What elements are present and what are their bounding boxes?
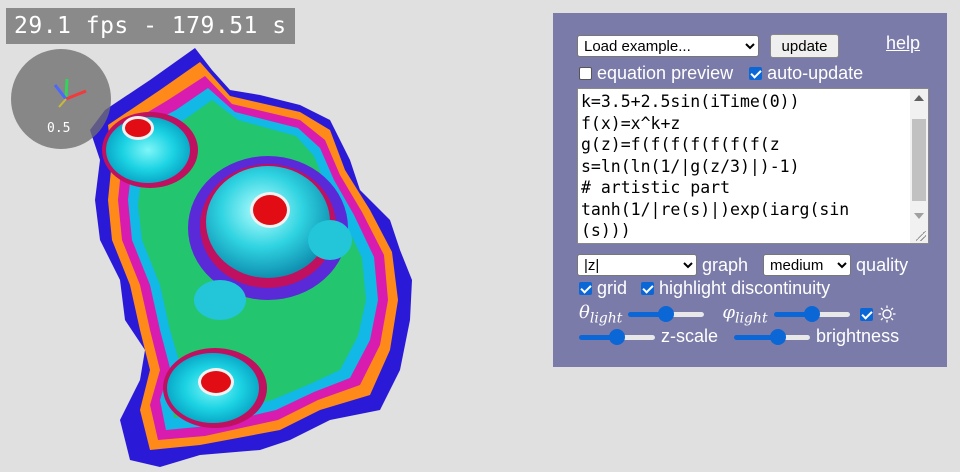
brightness-label: brightness bbox=[816, 326, 900, 346]
highlight-discontinuity-checkbox[interactable] bbox=[641, 282, 655, 295]
axes-scale-label: 0.5 bbox=[47, 121, 71, 136]
z-scale-slider[interactable] bbox=[579, 328, 655, 345]
equation-line[interactable]: # artistic part bbox=[581, 178, 731, 197]
sun-icon bbox=[878, 305, 896, 323]
sun-toggle-checkbox[interactable] bbox=[859, 307, 873, 321]
theta-light-slider[interactable] bbox=[628, 306, 705, 323]
scroll-down-icon[interactable] bbox=[914, 213, 924, 219]
fps-counter: 29.1 fps - 179.51 s bbox=[6, 8, 295, 44]
grid-label: grid bbox=[597, 278, 628, 298]
editor-scrollbar[interactable] bbox=[910, 89, 928, 243]
grid-checkbox[interactable] bbox=[579, 282, 592, 295]
update-button[interactable]: update bbox=[770, 34, 839, 58]
auto-update-checkbox[interactable] bbox=[749, 67, 763, 80]
equation-preview-checkbox[interactable] bbox=[579, 67, 592, 80]
equation-line[interactable]: (s))) bbox=[581, 221, 631, 240]
theta-light-label: θlight bbox=[579, 302, 623, 327]
phi-light-slider[interactable] bbox=[773, 306, 850, 323]
surface-plateaus bbox=[102, 112, 352, 428]
equation-preview-label: equation preview bbox=[597, 63, 734, 83]
help-link[interactable]: help bbox=[886, 33, 921, 53]
example-select[interactable]: Load example... bbox=[577, 35, 759, 57]
equation-editor[interactable]: k=3.5+2.5sin(iTime(0)) f(x)=x^k+z g(z)=f(f… bbox=[577, 88, 929, 244]
phi-light-label: φlight bbox=[722, 302, 768, 327]
quality-select[interactable]: medium bbox=[763, 254, 852, 276]
auto-update-label: auto-update bbox=[767, 63, 864, 83]
z-scale-label: z-scale bbox=[661, 326, 719, 346]
brightness-slider[interactable] bbox=[734, 328, 811, 345]
axes-icon bbox=[53, 78, 87, 108]
control-panel: Load example... update help equation pre… bbox=[553, 13, 947, 367]
equation-line[interactable]: g(z)=f(f(f(f(f(f(f(z bbox=[581, 135, 780, 154]
equation-line[interactable]: k=3.5+2.5sin(iTime(0)) bbox=[581, 92, 800, 111]
axes-gizmo[interactable]: 0.5 bbox=[11, 49, 111, 149]
equation-text[interactable]: k=3.5+2.5sin(iTime(0)) f(x)=x^k+z g(z)=f(f… bbox=[581, 91, 907, 242]
equation-line[interactable]: tanh(1/|re(s)|)exp(iarg(sin bbox=[581, 199, 850, 219]
quality-label: quality bbox=[856, 254, 909, 275]
graph-label: graph bbox=[702, 254, 749, 275]
graph-select[interactable]: |z| bbox=[577, 254, 697, 276]
equation-line[interactable]: f(x)=x^k+z bbox=[581, 113, 681, 133]
scroll-thumb[interactable] bbox=[912, 119, 926, 201]
highlight-discontinuity-label: highlight discontinuity bbox=[659, 278, 831, 298]
equation-line[interactable]: s=ln(ln(1/|g(z/3)|)-1) bbox=[581, 156, 800, 176]
scroll-up-icon[interactable] bbox=[914, 95, 924, 101]
resize-grip-icon[interactable] bbox=[916, 231, 926, 241]
